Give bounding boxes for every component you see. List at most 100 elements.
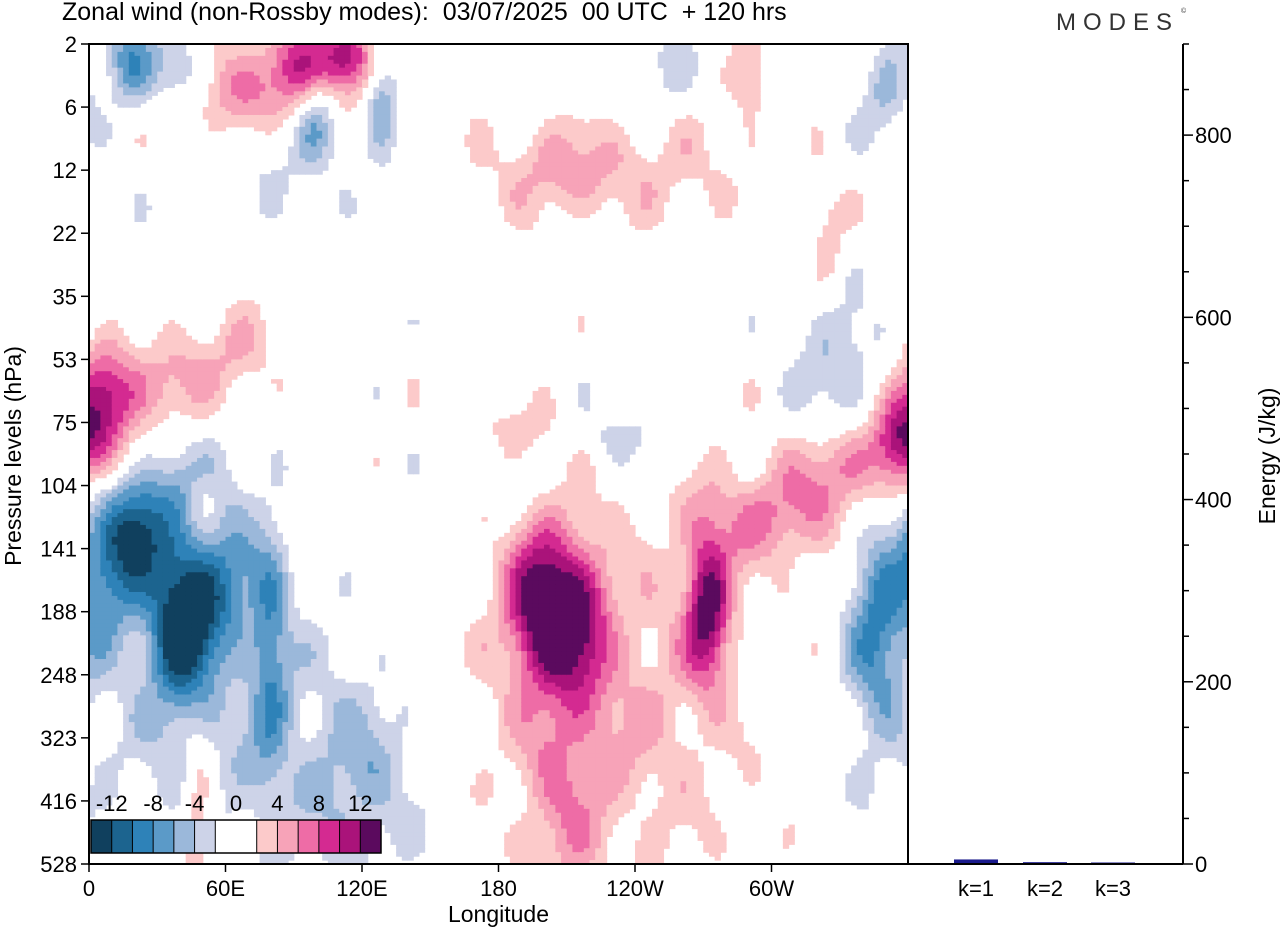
field-cell: [128, 619, 136, 625]
field-cell: [231, 769, 238, 774]
field-cell: [231, 773, 238, 778]
field-cell: [174, 769, 181, 774]
field-cell: [157, 517, 164, 522]
field-cell: [185, 729, 192, 735]
field-cell: [299, 146, 306, 152]
field-cell: [344, 580, 352, 585]
field-cell: [305, 623, 312, 629]
field-cell: [151, 493, 158, 498]
field-cell: [236, 710, 244, 715]
field-cell: [265, 745, 272, 751]
field-cell: [282, 753, 289, 759]
field-cell: [316, 635, 323, 640]
field-cell: [231, 789, 238, 794]
field-cell: [271, 576, 278, 581]
field-cell: [185, 71, 192, 77]
field-cell: [180, 355, 187, 360]
field-cell: [316, 777, 323, 782]
field-cell: [162, 469, 170, 475]
field-cell: [242, 670, 249, 676]
field-cell: [197, 386, 204, 392]
field-cell: [174, 611, 181, 617]
field-cell: [344, 209, 352, 215]
field-cell: [134, 371, 141, 376]
field-cell: [327, 51, 335, 57]
field-cell: [140, 627, 147, 632]
field-cell: [168, 777, 175, 782]
field-cell: [134, 619, 141, 625]
field-cell: [208, 457, 215, 463]
field-cell: [271, 174, 278, 179]
field-cell: [117, 607, 124, 613]
field-cell: [123, 95, 130, 100]
field-cell: [225, 647, 232, 652]
field-cell: [106, 670, 113, 676]
field-cell: [253, 627, 261, 632]
field-cell: [151, 536, 158, 542]
field-cell: [333, 785, 340, 790]
field-cell: [316, 651, 323, 656]
field-cell: [151, 737, 158, 743]
field-cell: [231, 95, 238, 100]
field-cell: [271, 591, 278, 597]
field-cell: [134, 367, 141, 372]
field-cell: [248, 655, 255, 660]
field-cell: [219, 335, 227, 341]
field-cell: [271, 670, 278, 676]
field-cell: [236, 627, 244, 632]
field-cell: [293, 726, 301, 731]
field-cell: [344, 75, 352, 81]
field-cell: [214, 469, 221, 475]
field-cell: [242, 59, 249, 65]
field-cell: [208, 363, 215, 368]
field-cell: [140, 379, 147, 384]
field-cell: [271, 209, 278, 215]
field-cell: [208, 469, 215, 475]
field-cell: [271, 603, 278, 609]
field-cell: [134, 726, 141, 731]
field-cell: [191, 670, 198, 676]
field-cell: [197, 860, 204, 864]
field-cell: [106, 414, 113, 420]
field-cell: [288, 777, 295, 782]
field-cell: [202, 781, 210, 786]
field-cell: [106, 524, 113, 530]
field-cell: [305, 666, 312, 672]
field-cell: [197, 355, 204, 360]
field-cell: [140, 591, 147, 597]
field-cell: [322, 800, 329, 806]
field-cell: [253, 308, 261, 313]
field-cell: [94, 789, 101, 794]
field-cell: [276, 548, 283, 554]
field-cell: [242, 359, 249, 364]
field-cell: [145, 55, 153, 61]
field-cell: [225, 714, 232, 719]
field-cell: [310, 158, 318, 163]
field-cell: [322, 726, 329, 731]
field-cell: [242, 781, 249, 786]
field-cell: [94, 410, 101, 416]
field-cell: [242, 63, 249, 69]
field-cell: [276, 118, 283, 124]
field-cell: [259, 631, 266, 636]
field-cell: [202, 111, 210, 116]
field-cell: [202, 710, 210, 715]
field-cell: [344, 860, 352, 864]
field-cell: [231, 781, 238, 786]
field-cell: [322, 47, 329, 53]
field-cell: [271, 477, 278, 483]
field-cell: [174, 702, 181, 707]
field-cell: [259, 670, 266, 676]
field-cell: [214, 580, 221, 585]
field-cell: [174, 757, 181, 763]
field-cell: [293, 146, 301, 152]
field-cell: [253, 87, 261, 92]
field-cell: [253, 327, 261, 333]
field-cell: [322, 812, 329, 818]
field-cell: [89, 627, 96, 632]
field-cell: [168, 367, 175, 372]
field-cell: [168, 745, 175, 751]
field-cell: [208, 398, 215, 404]
field-cell: [333, 737, 340, 743]
field-cell: [123, 702, 130, 707]
